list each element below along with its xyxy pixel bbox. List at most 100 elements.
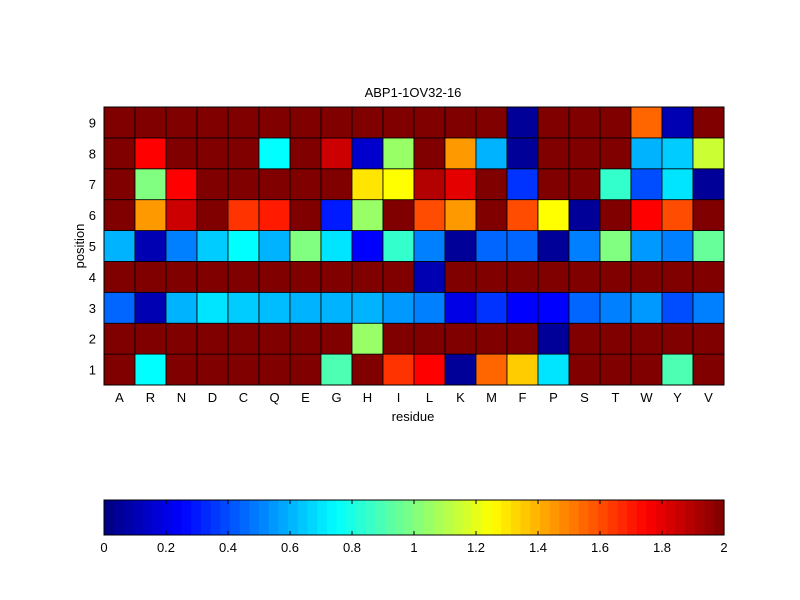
y-axis-label: position <box>72 224 87 269</box>
heatmap-cell-I-7 <box>382 168 415 201</box>
heatmap-cell-S-6 <box>568 199 601 231</box>
heatmap-cell-H-4 <box>351 261 384 293</box>
heatmap-cell-A-7 <box>103 168 136 201</box>
heatmap-cell-N-1 <box>165 353 198 386</box>
heatmap-cell-H-3 <box>351 291 384 324</box>
colorbar-segment <box>443 500 454 535</box>
x-axis-label: residue <box>392 409 435 424</box>
colorbar-segment <box>113 500 124 535</box>
heatmap-cell-C-5 <box>227 230 260 262</box>
colorbar-segment <box>259 500 270 535</box>
colorbar-segment <box>162 500 173 535</box>
heatmap-cell-W-1 <box>630 353 663 386</box>
heatmap-cell-M-6 <box>475 199 508 231</box>
heatmap-cell-I-5 <box>382 230 415 262</box>
x-tick-label: V <box>704 390 713 405</box>
colorbar-segment <box>200 500 212 535</box>
colorbar-segment <box>210 500 221 535</box>
heatmap-cell-C-9 <box>227 106 260 139</box>
colorbar-segment <box>142 500 154 535</box>
colorbar-segment <box>607 500 619 535</box>
x-tick-label: L <box>426 390 433 405</box>
heatmap-cell-S-9 <box>568 106 601 139</box>
x-tick-label: A <box>115 390 124 405</box>
heatmap-cell-V-8 <box>692 137 725 170</box>
heatmap-cell-E-1 <box>289 353 322 386</box>
colorbar-segment <box>365 500 376 535</box>
colorbar-segment <box>307 500 318 535</box>
colorbar-segment <box>491 500 502 535</box>
colorbar-segment <box>278 500 289 535</box>
colorbar-segment <box>423 500 434 535</box>
heatmap-cell-S-5 <box>568 230 601 262</box>
heatmap-cell-K-1 <box>444 353 477 386</box>
heatmap-cell-R-8 <box>134 137 167 170</box>
heatmap-cell-Y-8 <box>661 137 694 170</box>
heatmap-cell-F-7 <box>506 168 539 201</box>
colorbar-segment <box>133 500 144 535</box>
heatmap-cell-I-1 <box>382 353 415 386</box>
heatmap-cell-K-2 <box>444 322 477 355</box>
heatmap-cell-P-8 <box>537 137 570 170</box>
heatmap-cell-F-1 <box>506 353 539 386</box>
colorbar-segment <box>646 500 657 535</box>
heatmap-cell-F-9 <box>506 106 539 139</box>
colorbar-segment <box>549 500 560 535</box>
colorbar-segment <box>520 500 531 535</box>
colorbar-segment <box>346 500 357 535</box>
x-tick-label: D <box>208 390 217 405</box>
heatmap-cell-T-1 <box>599 353 632 386</box>
heatmap-cell-M-5 <box>475 230 508 262</box>
colorbar-ticks: 0 0.2 0.4 0.6 0.8 1 1.2 1.4 1.6 1.8 2 <box>100 500 728 555</box>
colorbar-tick-label: 0 <box>100 540 107 555</box>
heatmap-cell-Y-4 <box>661 261 694 293</box>
colorbar-segment <box>627 500 638 535</box>
heatmap-cell-N-8 <box>165 137 198 170</box>
y-tick-label: 3 <box>89 301 96 316</box>
heatmap-cells <box>103 106 725 386</box>
heatmap-cell-H-6 <box>351 199 384 231</box>
heatmap-cell-E-4 <box>289 261 322 293</box>
heatmap-cell-P-1 <box>537 353 570 386</box>
heatmap-cell-L-9 <box>413 106 446 139</box>
y-tick-label: 2 <box>89 332 96 347</box>
colorbar-segment <box>675 500 686 535</box>
heatmap-cell-G-1 <box>320 353 353 386</box>
heatmap-cell-E-2 <box>289 322 322 355</box>
heatmap-cell-G-2 <box>320 322 353 355</box>
colorbar-segment <box>229 500 241 535</box>
colorbar-segment <box>375 500 386 535</box>
heatmap-cell-D-2 <box>196 322 229 355</box>
heatmap-cell-G-8 <box>320 137 353 170</box>
heatmap-cell-I-6 <box>382 199 415 231</box>
heatmap-cell-C-7 <box>227 168 260 201</box>
heatmap-cell-D-9 <box>196 106 229 139</box>
colorbar-segment <box>414 500 425 535</box>
heatmap-cell-T-8 <box>599 137 632 170</box>
heatmap-cell-M-9 <box>475 106 508 139</box>
heatmap-cell-V-7 <box>692 168 725 201</box>
y-axis-tick-labels: 1 2 3 4 5 6 7 8 9 <box>89 115 96 377</box>
heatmap-cell-R-4 <box>134 261 167 293</box>
heatmap-cell-T-2 <box>599 322 632 355</box>
heatmap-cell-P-5 <box>537 230 570 262</box>
heatmap-cell-K-9 <box>444 106 477 139</box>
x-tick-label: T <box>612 390 620 405</box>
heatmap-cell-E-6 <box>289 199 322 231</box>
colorbar-segment <box>588 500 599 535</box>
heatmap-cell-Q-2 <box>258 322 291 355</box>
heatmap-cell-Q-5 <box>258 230 291 262</box>
x-tick-label: W <box>640 390 653 405</box>
y-tick-label: 8 <box>89 146 96 161</box>
x-tick-label: I <box>397 390 401 405</box>
y-tick-label: 1 <box>89 363 96 378</box>
heatmap-cell-M-4 <box>475 261 508 293</box>
heatmap-cell-R-1 <box>134 353 167 386</box>
heatmap-cell-H-5 <box>351 230 384 262</box>
heatmap-cell-G-5 <box>320 230 353 262</box>
x-tick-label: N <box>177 390 186 405</box>
heatmap-cell-L-1 <box>413 353 446 386</box>
heatmap-cell-W-4 <box>630 261 663 293</box>
heatmap-cell-R-9 <box>134 106 167 139</box>
